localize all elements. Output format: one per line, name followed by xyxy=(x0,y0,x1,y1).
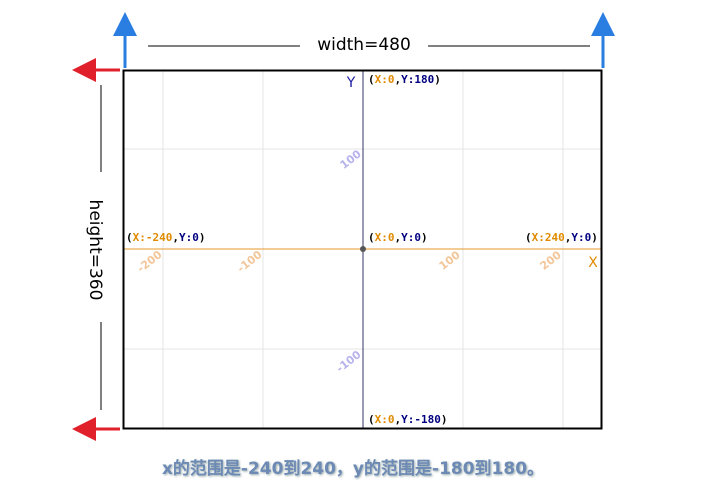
coordinate-part: , xyxy=(395,413,402,426)
coordinate-part: ( xyxy=(368,73,375,86)
coordinate-part: ( xyxy=(525,231,532,244)
coordinate-part: Y:0 xyxy=(179,231,199,244)
coordinate-part: ( xyxy=(368,413,375,426)
coordinate-label: (X:-240,Y:0) xyxy=(126,231,206,244)
x-tick-label: 100 xyxy=(437,248,463,273)
coordinate-part: X:240 xyxy=(532,231,565,244)
y-axis-name: Y xyxy=(346,75,356,91)
y-tick-label: 100 xyxy=(338,147,364,172)
x-tick-label: -200 xyxy=(135,248,165,275)
coordinate-part: ( xyxy=(368,231,375,244)
y-tick-label: -100 xyxy=(334,348,364,375)
coordinate-part: ) xyxy=(441,413,448,426)
coordinate-part: ) xyxy=(421,231,428,244)
width-label: width=480 xyxy=(317,35,411,55)
coordinate-part: X:0 xyxy=(375,231,395,244)
coordinate-part: , xyxy=(565,231,572,244)
coordinate-part: , xyxy=(172,231,179,244)
coordinate-part: X:0 xyxy=(375,413,395,426)
coordinate-part: ) xyxy=(199,231,206,244)
coordinate-part: ) xyxy=(434,73,441,86)
coordinate-part: Y:-180 xyxy=(401,413,441,426)
x-axis-name: X xyxy=(588,255,598,271)
coordinate-part: ) xyxy=(591,231,598,244)
coordinate-part: Y:0 xyxy=(571,231,591,244)
stage-border xyxy=(122,69,603,430)
coordinate-part: Y:180 xyxy=(401,73,434,86)
coordinate-label: (X:0,Y:180) xyxy=(368,73,441,86)
height-label: height=360 xyxy=(85,200,105,301)
origin xyxy=(360,246,366,252)
coordinate-label: (X:240,Y:0) xyxy=(525,231,598,244)
coordinate-part: Y:0 xyxy=(401,231,421,244)
x-tick-label: 200 xyxy=(538,248,564,273)
coordinate-part: X:-240 xyxy=(133,231,173,244)
caption: x的范围是-240到240，y的范围是-180到180。 xyxy=(162,458,544,479)
x-tick-label: -100 xyxy=(235,248,265,275)
coordinate-label: (X:0,Y:0) xyxy=(368,231,428,244)
coordinate-part: , xyxy=(395,231,402,244)
coordinate-part: X:0 xyxy=(375,73,395,86)
coordinate-part: ( xyxy=(126,231,133,244)
coordinate-part: , xyxy=(395,73,402,86)
coordinate-label: (X:0,Y:-180) xyxy=(368,413,448,426)
